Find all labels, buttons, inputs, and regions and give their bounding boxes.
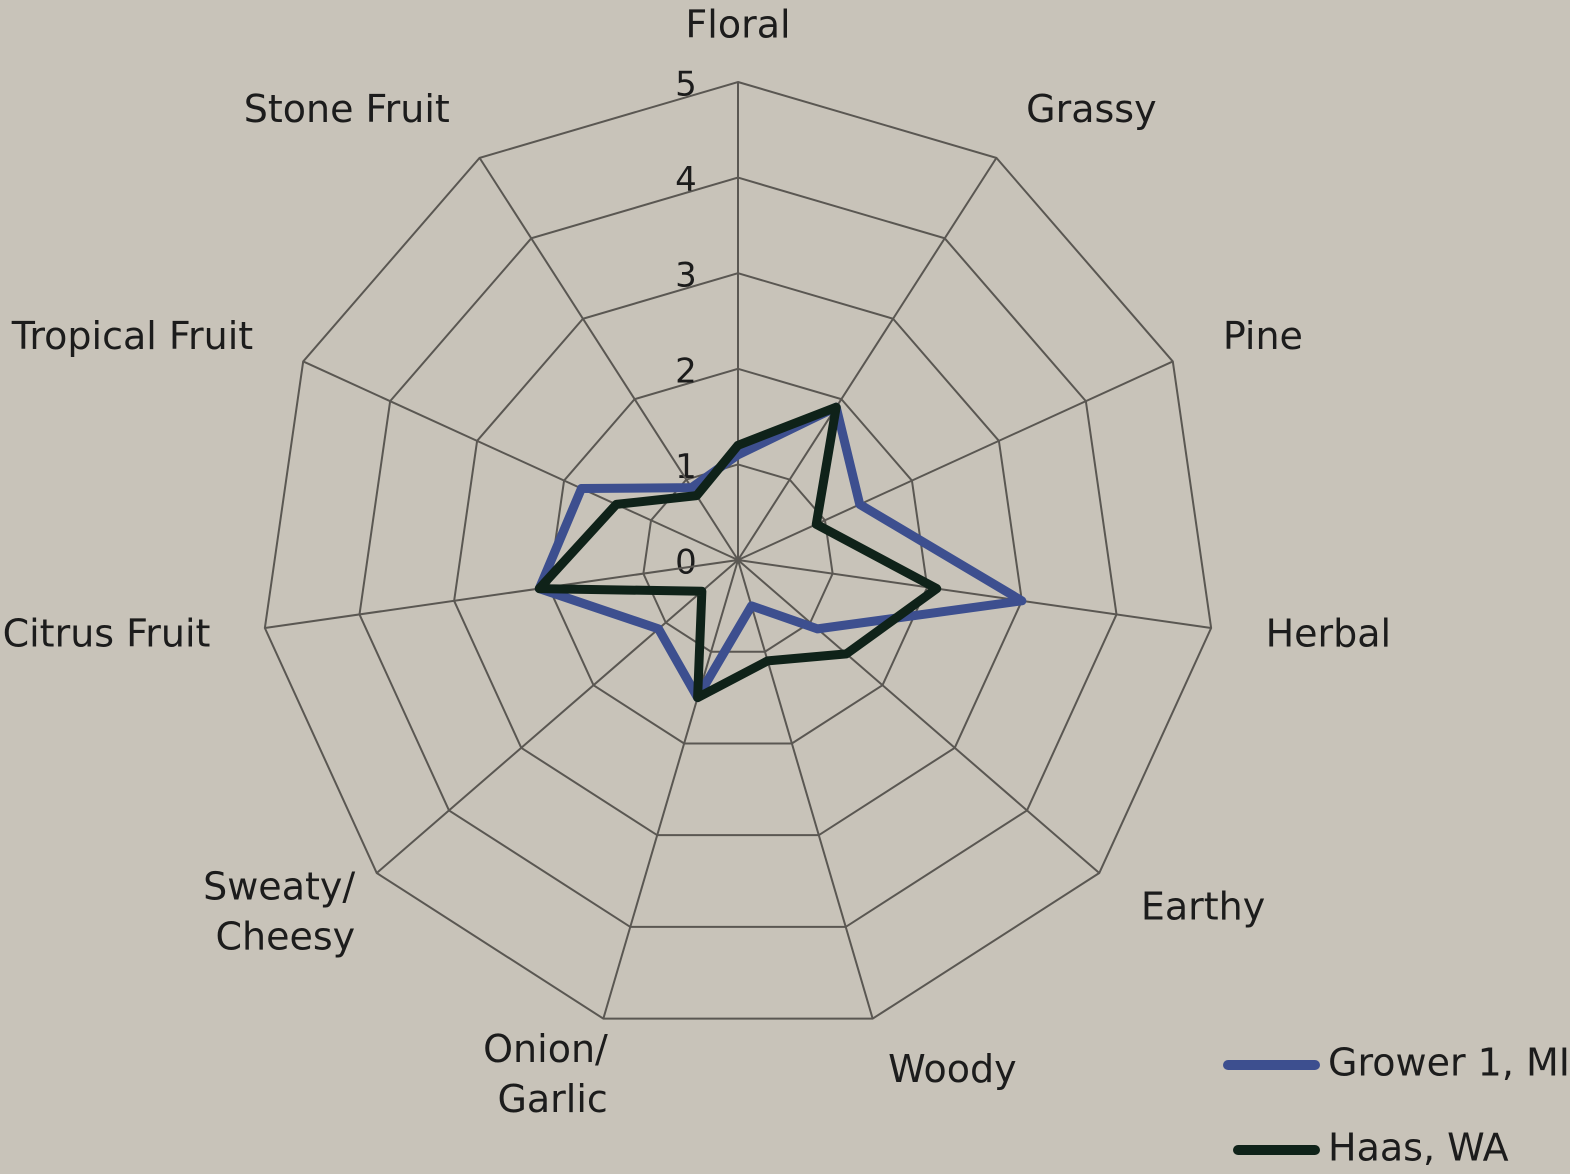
spoke (602, 559, 739, 1019)
category-label: Pine (1223, 314, 1303, 358)
category-label: Earthy (1141, 885, 1265, 929)
tick-label: 4 (675, 160, 697, 200)
category-label: Stone Fruit (244, 87, 450, 131)
series-line (534, 402, 942, 703)
spoke (376, 559, 739, 874)
legend-label: Grower 1, MI (1328, 1041, 1570, 1085)
spoke (737, 360, 1174, 561)
spoke (478, 157, 739, 561)
spoke (264, 559, 739, 630)
spoke (737, 559, 1212, 630)
tick-label: 3 (675, 256, 697, 296)
tick-label: 5 (675, 65, 697, 105)
category-label: Floral (685, 3, 790, 47)
category-label: Garlic (497, 1077, 607, 1121)
grid-ring (358, 176, 1118, 928)
legend-label: Haas, WA (1328, 1126, 1509, 1170)
category-label: Citrus Fruit (3, 611, 211, 655)
grid-ring (547, 367, 929, 745)
spoke (302, 360, 739, 561)
tick-label: 0 (675, 543, 697, 583)
spoke (737, 157, 998, 561)
category-label: Onion/ (483, 1027, 608, 1071)
category-label: Sweaty/ (203, 865, 355, 909)
tick-label: 1 (675, 447, 697, 487)
grid-ring (263, 80, 1213, 1020)
series-line (534, 402, 1027, 703)
tick-label: 2 (675, 351, 697, 391)
spoke (737, 559, 1100, 874)
category-label: Cheesy (216, 915, 356, 959)
category-label: Herbal (1266, 611, 1392, 655)
category-label: Tropical Fruit (11, 314, 253, 358)
category-label: Woody (888, 1047, 1016, 1091)
spoke (737, 559, 874, 1019)
grid-ring (453, 272, 1023, 837)
category-label: Grassy (1026, 87, 1156, 131)
